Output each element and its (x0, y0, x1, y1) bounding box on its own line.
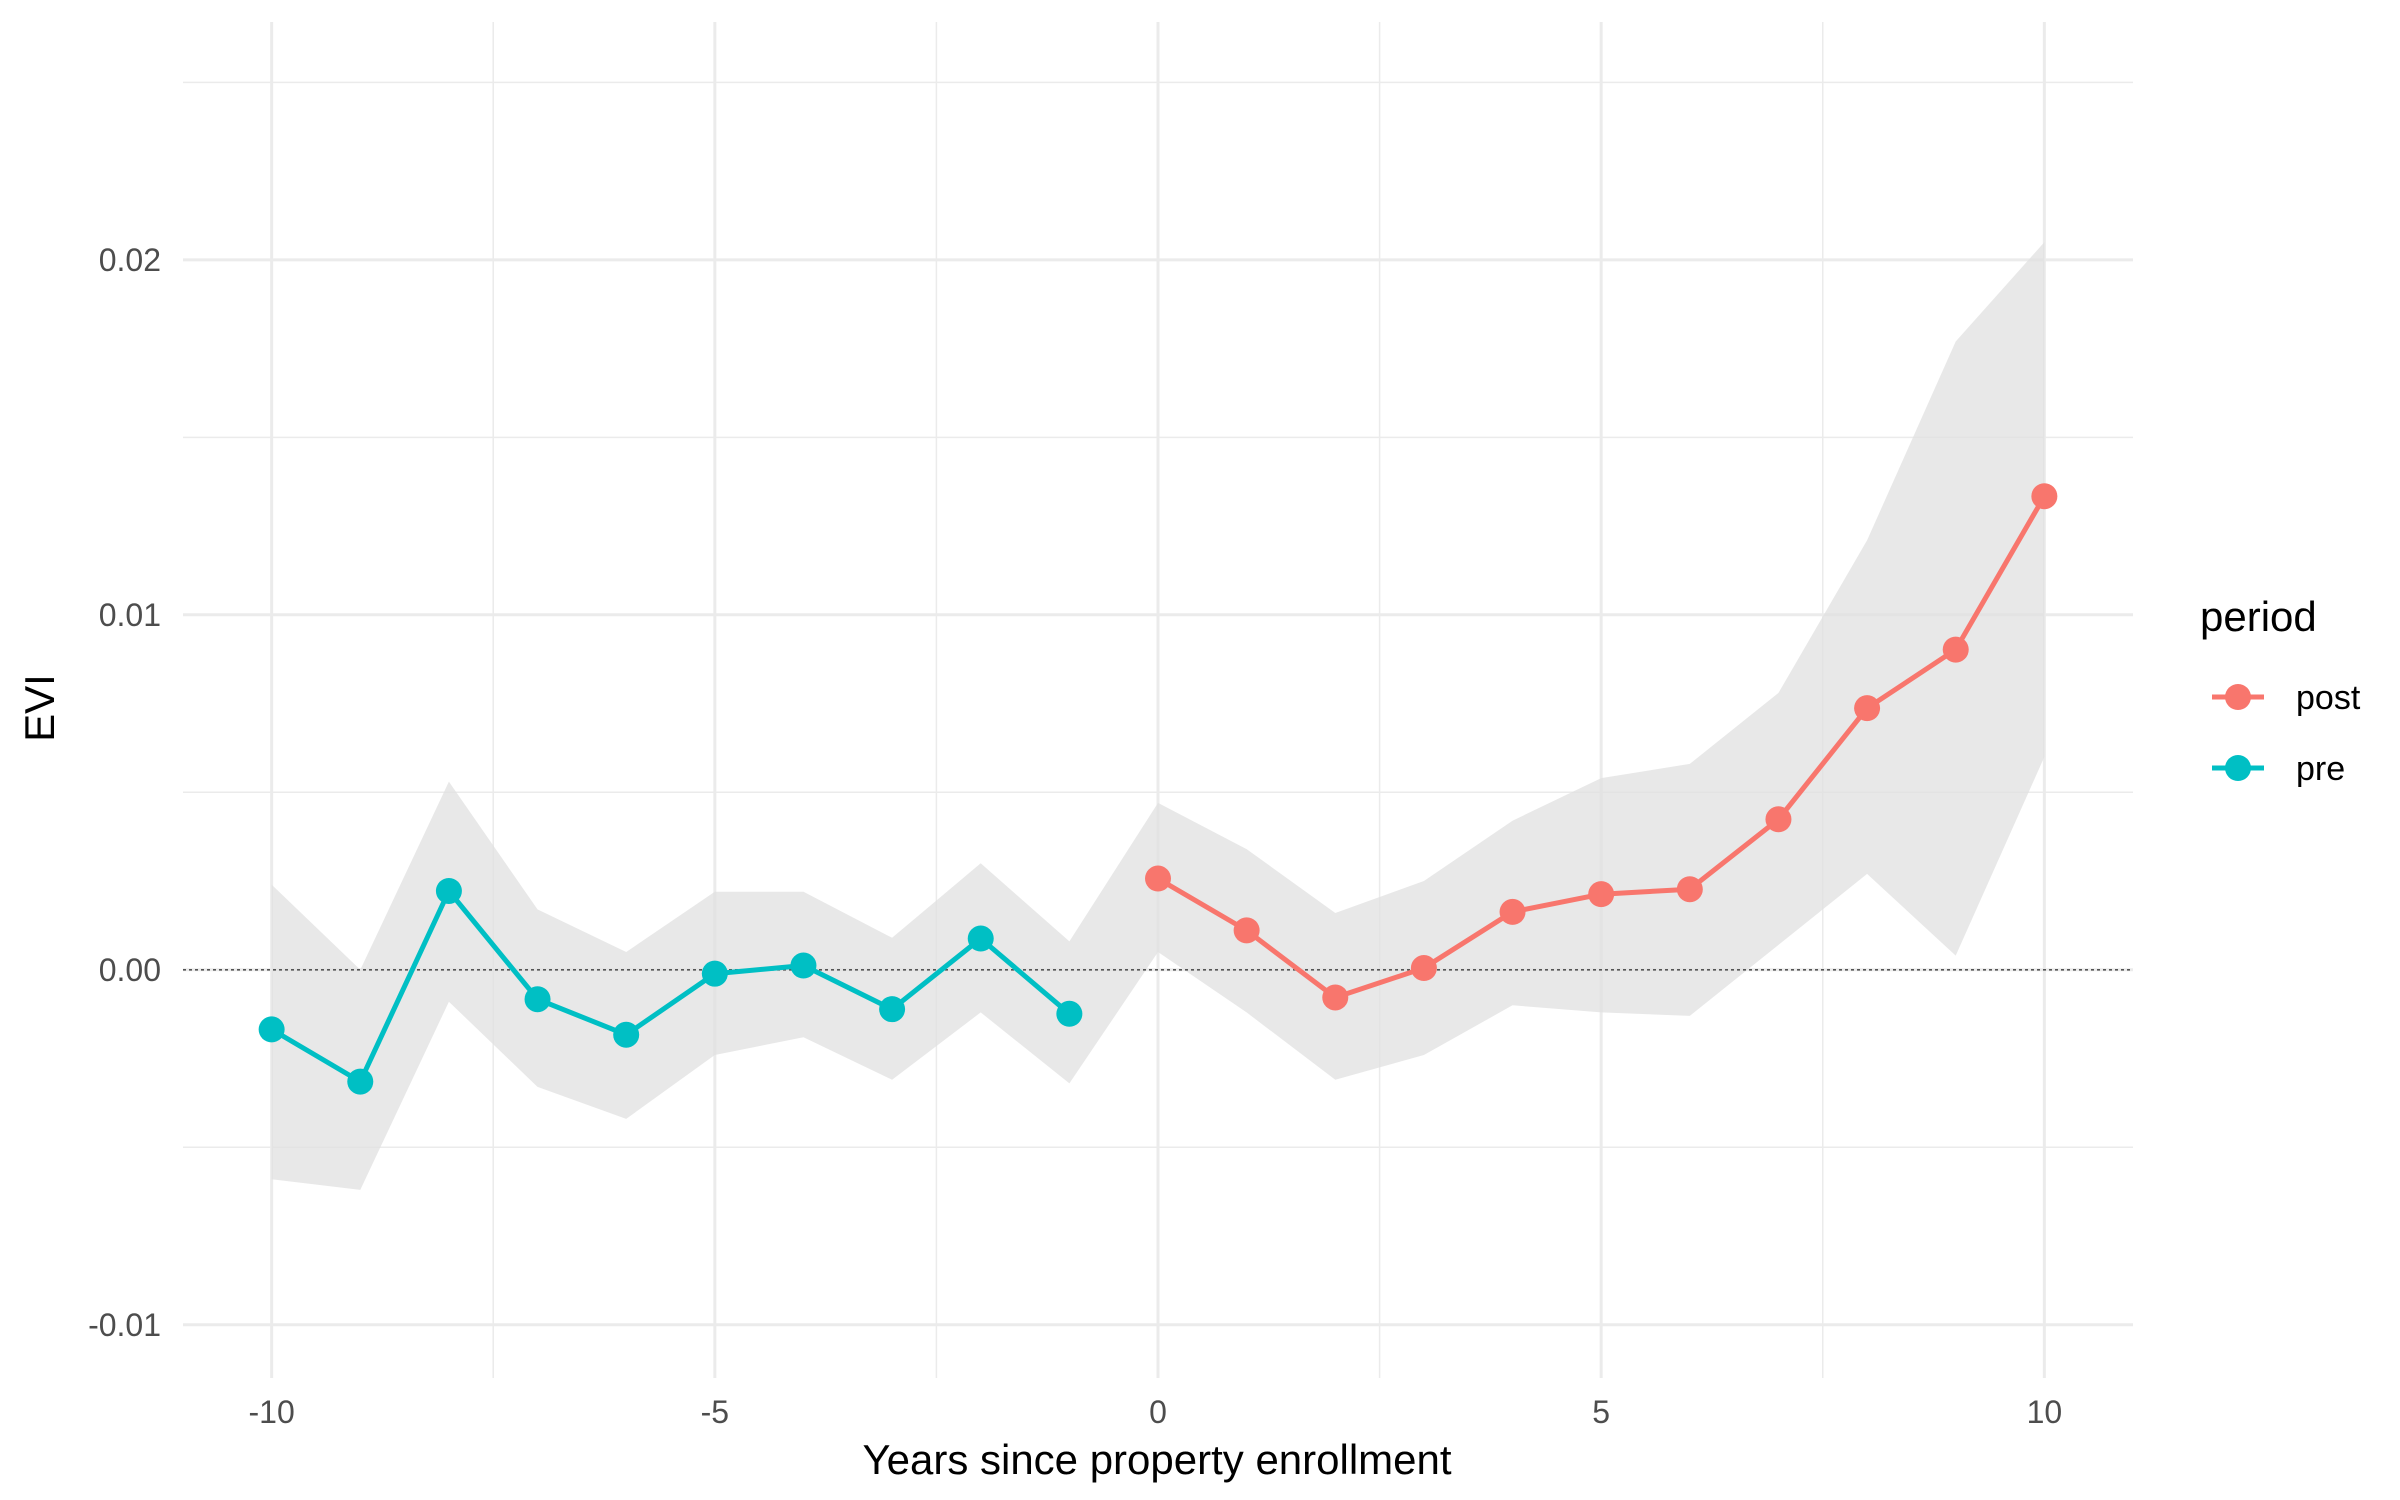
data-point-post (1233, 917, 1260, 944)
data-point-post (1942, 636, 1969, 663)
x-tick-label: 10 (2027, 1394, 2063, 1430)
data-point-pre (258, 1016, 285, 1043)
confidence-ribbons (271, 242, 2045, 1190)
legend-entry-post: post (2212, 679, 2361, 717)
x-axis-tick-labels: -10 -5 0 5 10 (249, 1394, 2063, 1430)
data-point-pre (613, 1021, 640, 1048)
legend-label-pre: pre (2296, 750, 2345, 788)
data-point-post (1499, 898, 1526, 925)
x-tick-label: -10 (249, 1394, 295, 1430)
data-point-pre (790, 952, 817, 979)
data-point-post (1322, 984, 1349, 1011)
data-point-post (2031, 483, 2058, 510)
y-axis-title: EVI (16, 674, 63, 742)
data-point-pre (1056, 1000, 1083, 1027)
data-point-pre (701, 960, 728, 987)
legend-key-point-pre (2225, 755, 2251, 781)
x-tick-label: -5 (701, 1394, 729, 1430)
x-tick-label: 0 (1149, 1394, 1167, 1430)
data-point-pre (967, 925, 994, 952)
data-point-post (1765, 806, 1792, 833)
data-point-post (1410, 955, 1437, 982)
data-point-pre (879, 996, 906, 1023)
legend: period post pre (2200, 593, 2361, 788)
legend-entry-pre: pre (2212, 750, 2345, 788)
y-tick-label: 0.01 (99, 597, 161, 633)
confidence-ribbon (271, 242, 2045, 1190)
y-tick-label: -0.01 (88, 1307, 161, 1343)
series-points (258, 483, 2058, 1095)
data-point-pre (347, 1068, 374, 1095)
data-point-pre (524, 986, 551, 1013)
data-point-pre (435, 877, 462, 904)
y-axis-tick-labels: -0.01 0.00 0.01 0.02 (88, 242, 161, 1343)
series-line-pre (270, 888, 1072, 1085)
data-point-post (1588, 881, 1615, 908)
x-tick-label: 5 (1592, 1394, 1610, 1430)
legend-title: period (2200, 593, 2317, 640)
x-axis-title: Years since property enrollment (862, 1436, 1451, 1483)
y-tick-label: 0.00 (99, 952, 161, 988)
data-point-post (1854, 695, 1881, 722)
y-tick-label: 0.02 (99, 242, 161, 278)
data-point-post (1676, 876, 1703, 903)
legend-label-post: post (2296, 679, 2361, 717)
legend-key-point-post (2225, 684, 2251, 710)
data-point-post (1145, 865, 1171, 892)
